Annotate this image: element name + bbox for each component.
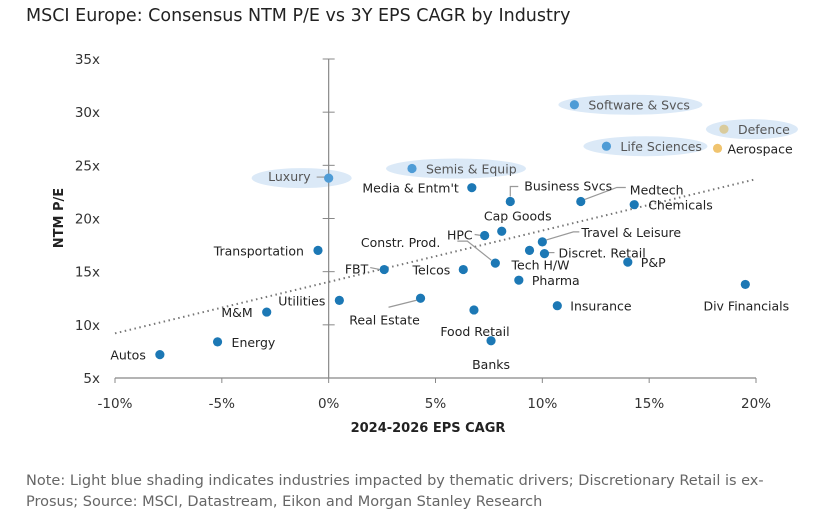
- x-tick-label: 0%: [318, 396, 340, 412]
- y-axis-title: NTM P/E: [52, 188, 67, 248]
- point-telcos: [458, 264, 468, 275]
- point-label-defence: Defence: [738, 122, 790, 137]
- leader-line: [388, 299, 417, 308]
- point-aerospace: [712, 143, 723, 153]
- point-label-life-sciences: Life Sciences: [620, 139, 701, 154]
- point-defence: [719, 124, 729, 134]
- x-tick-label: 15%: [634, 396, 664, 412]
- point-p-p: [623, 257, 633, 267]
- x-tick-label: -10%: [98, 396, 133, 412]
- thematic-shading-life-sciences: [583, 136, 708, 157]
- point-label-div-financials: Div Financials: [703, 298, 789, 313]
- point-label-pharma: Pharma: [532, 273, 580, 288]
- point-label-aerospace: Aerospace: [728, 141, 794, 156]
- point-label-medtech: Medtech: [630, 182, 684, 197]
- y-tick-label: 25x: [75, 158, 100, 174]
- point-label-chemicals: Chemicals: [648, 198, 713, 213]
- leader-line: [584, 186, 626, 201]
- point-autos: [155, 350, 165, 360]
- point-media-entm-t: [467, 183, 477, 193]
- point-label-transportation: Transportation: [213, 243, 304, 258]
- point-div-financials: [740, 279, 750, 290]
- point-hpc: [480, 230, 490, 241]
- thematic-shading-luxury: [251, 168, 352, 189]
- chart-title: MSCI Europe: Consensus NTM P/E vs 3Y EPS…: [26, 6, 571, 26]
- x-tick-label: 10%: [527, 396, 557, 412]
- x-axis-title: 2024-2026 EPS CAGR: [351, 421, 506, 436]
- leader-line: [546, 231, 580, 241]
- point-label-banks: Banks: [472, 357, 510, 372]
- point-label-energy: Energy: [232, 335, 276, 350]
- point-label-discret-retail: Discret. Retail: [558, 246, 645, 261]
- point-label-utilities: Utilities: [278, 293, 325, 308]
- point-tech-h-w: [524, 245, 535, 255]
- point-banks: [486, 336, 496, 346]
- point-label-media-entm-t: Media & Entm't: [362, 181, 459, 196]
- y-tick-label: 20x: [75, 212, 100, 228]
- point-label-insurance: Insurance: [570, 299, 632, 314]
- y-tick-label: 15x: [75, 265, 100, 281]
- point-luxury: [324, 173, 334, 183]
- point-pharma: [514, 275, 524, 285]
- point-label-tech-h-w: Tech H/W: [511, 257, 570, 272]
- point-label-food-retail: Food Retail: [440, 324, 509, 339]
- thematic-shading-software-svcs: [558, 94, 703, 115]
- point-energy: [212, 337, 223, 347]
- point-label-m-m: M&M: [221, 305, 252, 320]
- point-medtech: [576, 196, 586, 207]
- footnote: Note: Light blue shading indicates indus…: [26, 473, 764, 510]
- point-business-svcs: [505, 196, 515, 207]
- thematic-shading-semis-equip: [385, 158, 526, 179]
- leader-line: [370, 266, 381, 271]
- point-semis-equip: [407, 163, 417, 174]
- y-tick-label: 5x: [83, 371, 100, 387]
- point-label-cap-goods: Cap Goods: [484, 208, 552, 223]
- leader-line: [457, 240, 492, 261]
- x-tick-label: -5%: [209, 396, 235, 412]
- thematic-shading-defence: [705, 119, 798, 140]
- leader-line: [509, 185, 519, 197]
- point-label-business-svcs: Business Svcs: [524, 178, 612, 193]
- point-transportation: [313, 245, 323, 255]
- point-label-software-svcs: Software & Svcs: [588, 98, 690, 113]
- point-travel-leisure: [537, 237, 547, 247]
- point-label-hpc: HPC: [447, 228, 473, 243]
- point-constr-prod: [490, 258, 500, 268]
- x-tick-label: 5%: [425, 396, 447, 412]
- point-m-m: [262, 307, 272, 317]
- point-utilities: [334, 295, 344, 305]
- point-label-constr-prod: Constr. Prod.: [361, 235, 440, 250]
- point-label-semis-equip: Semis & Equip: [426, 162, 517, 177]
- y-tick-label: 30x: [75, 105, 100, 121]
- point-life-sciences: [601, 141, 612, 151]
- point-label-travel-leisure: Travel & Leisure: [580, 225, 681, 240]
- point-label-autos: Autos: [110, 348, 146, 363]
- point-discret-retail: [539, 248, 550, 259]
- y-tick-label: 35x: [75, 52, 100, 68]
- point-label-real-estate: Real Estate: [349, 312, 420, 327]
- point-food-retail: [469, 305, 479, 315]
- point-label-luxury: Luxury: [268, 169, 311, 184]
- point-software-svcs: [569, 100, 579, 110]
- point-chemicals: [629, 200, 639, 210]
- x-tick-label: 20%: [741, 396, 771, 412]
- point-label-telcos: Telcos: [412, 263, 451, 278]
- point-real-estate: [415, 293, 426, 303]
- point-insurance: [552, 301, 562, 311]
- point-fbt: [379, 264, 389, 275]
- point-cap-goods: [497, 226, 507, 236]
- y-tick-label: 10x: [75, 318, 100, 334]
- point-label-p-p: P&P: [641, 255, 666, 270]
- point-label-fbt: FBT: [345, 262, 369, 277]
